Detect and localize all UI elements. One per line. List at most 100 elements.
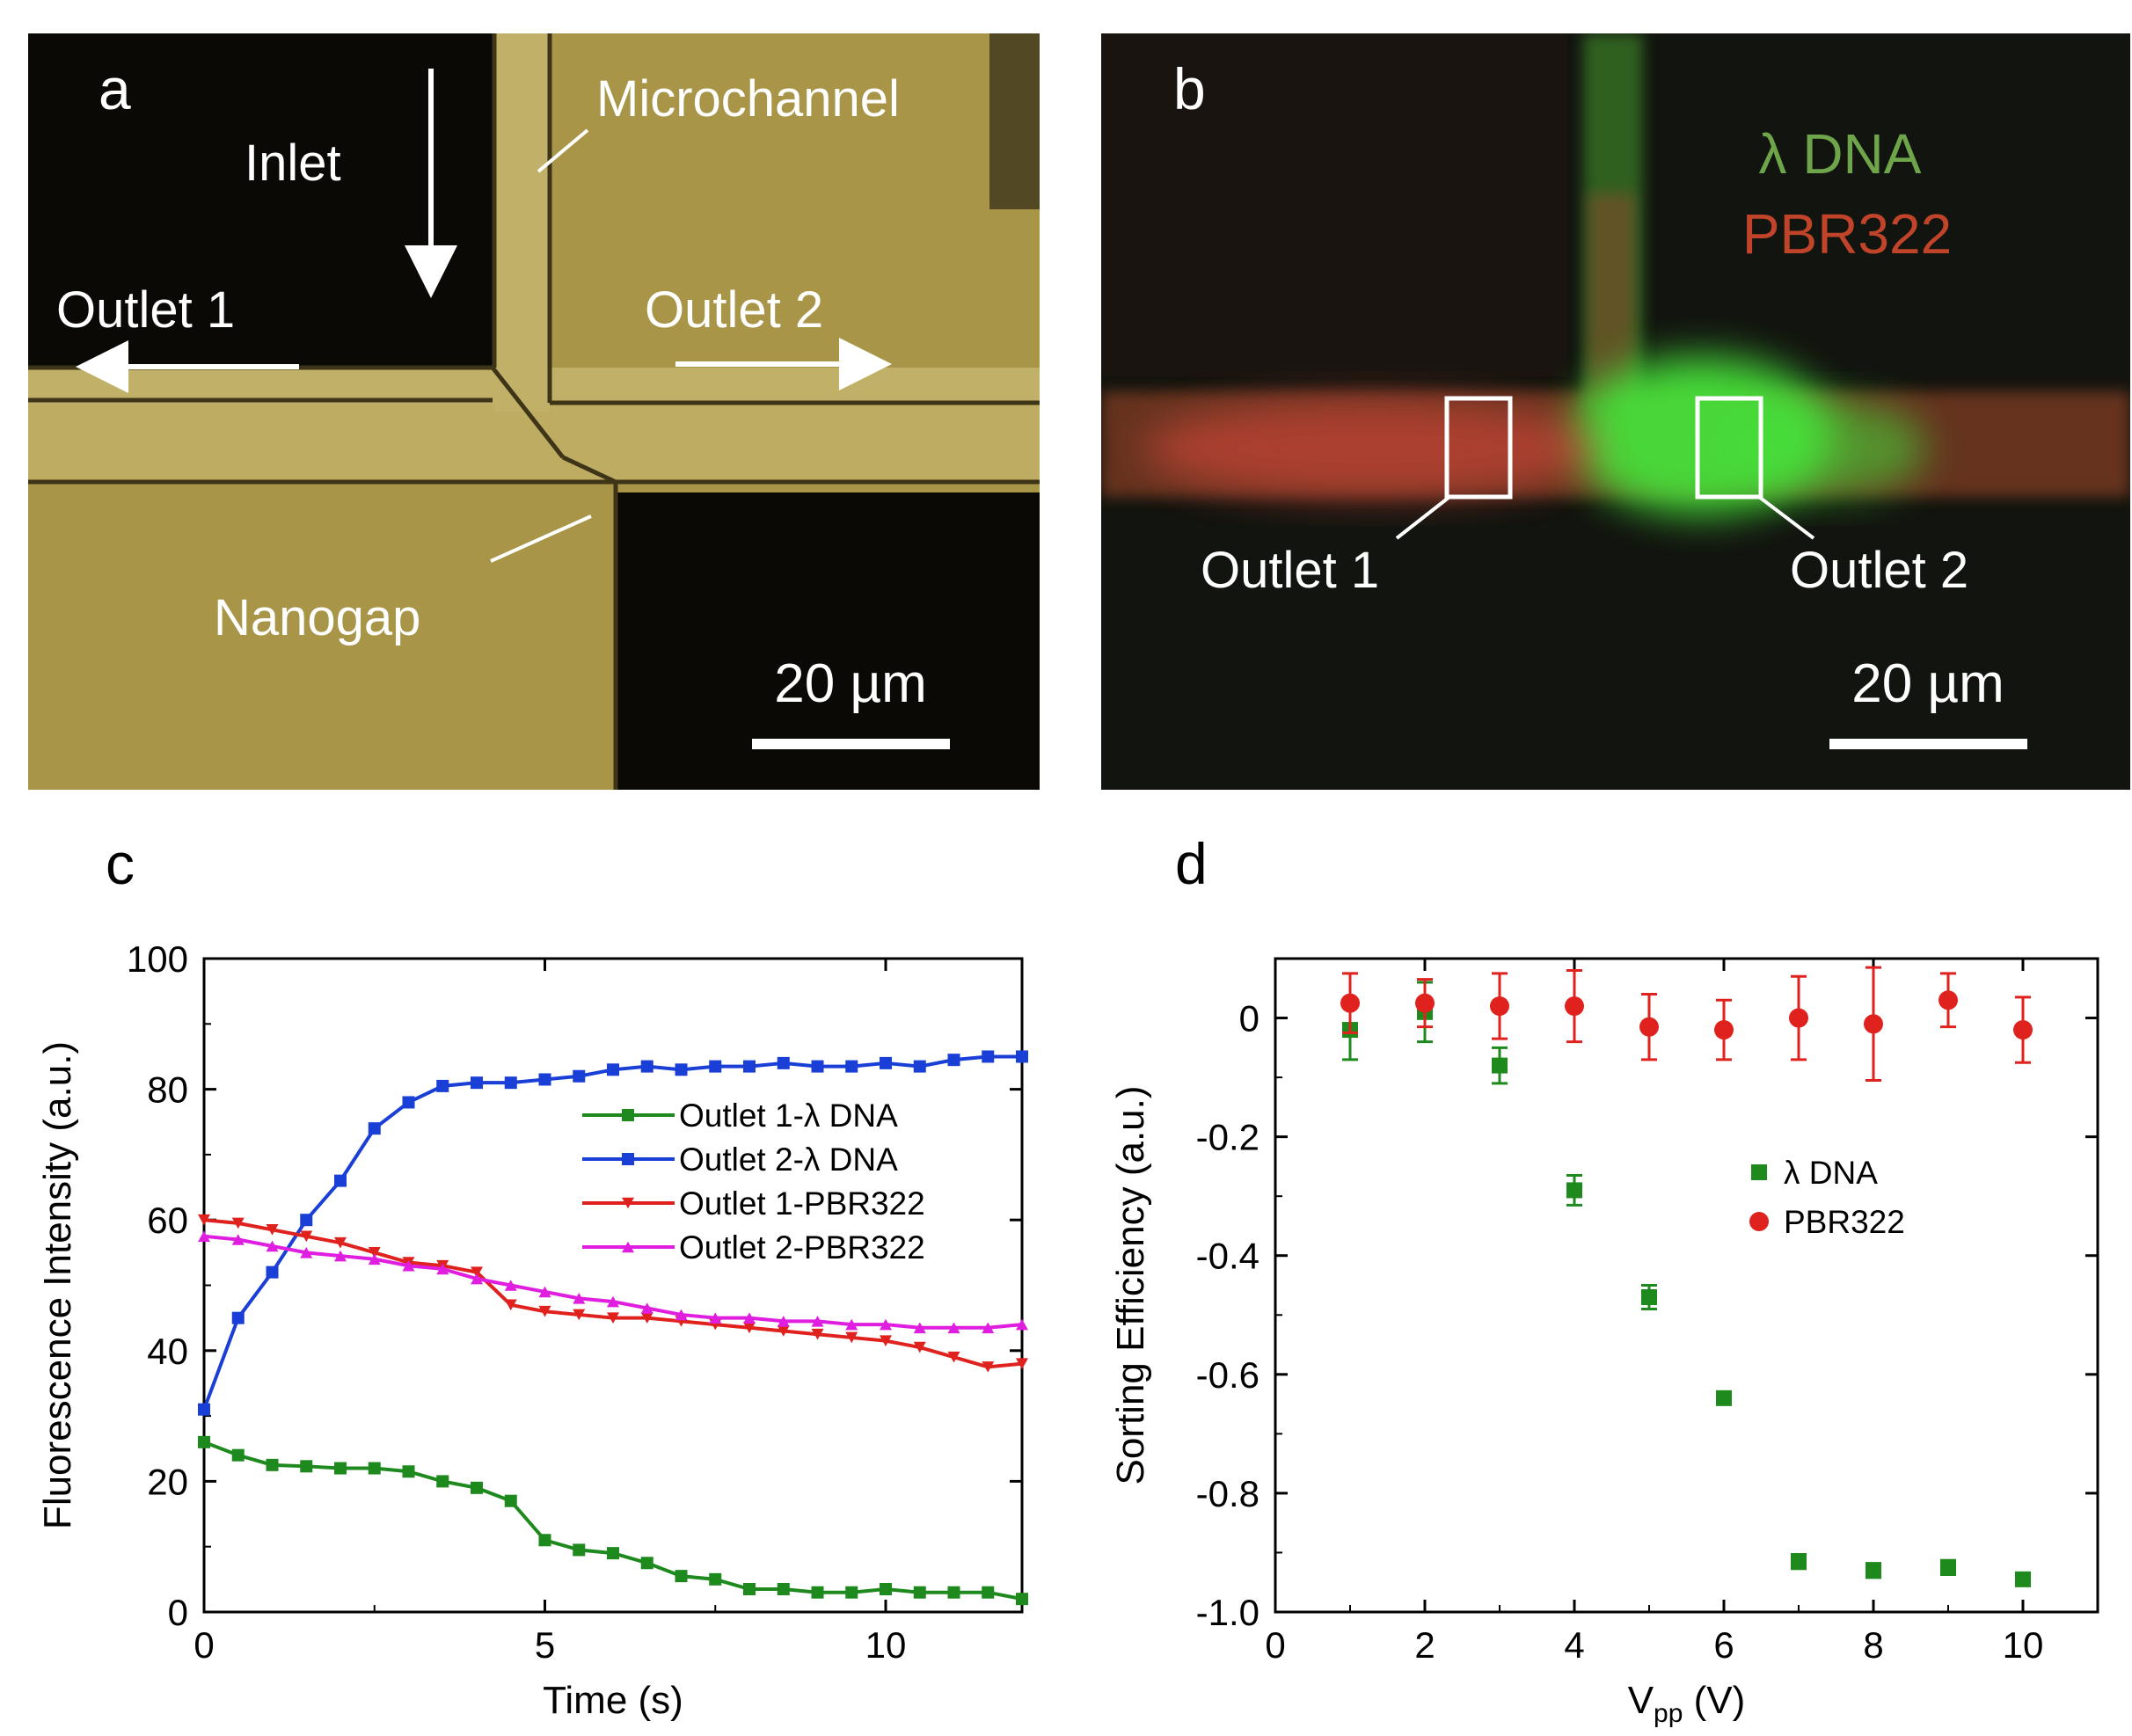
data-point-outlet-1-pbr322 xyxy=(471,1266,483,1278)
y-tick-label: -0.8 xyxy=(1196,1473,1259,1514)
data-point-lambda-dna xyxy=(1716,1390,1732,1406)
data-point-pbr322 xyxy=(1639,1017,1659,1037)
data-point-outlet-2-pbr322 xyxy=(845,1318,858,1331)
panel-b-scalebar xyxy=(1829,739,2027,749)
data-point-outlet-1-lambda-dna xyxy=(368,1462,381,1475)
data-point-outlet-2-pbr322 xyxy=(640,1302,653,1314)
x-tick-label: 4 xyxy=(1564,1624,1584,1666)
data-point-outlet-2-pbr322 xyxy=(573,1293,586,1304)
data-point-outlet-1-pbr322 xyxy=(845,1331,858,1344)
legend-label-outlet-1-lambda-dna: Outlet 1-λ DNA xyxy=(679,1098,898,1134)
outlet-1-pointer xyxy=(1395,495,1451,540)
data-point-outlet-1-lambda-dna xyxy=(436,1475,449,1488)
label-outlet-2: Outlet 2 xyxy=(1790,542,1968,599)
data-point-outlet-1-pbr322 xyxy=(607,1312,619,1324)
y-tick-label: -1.0 xyxy=(1196,1592,1259,1633)
data-point-outlet-1-lambda-dna xyxy=(266,1458,279,1471)
data-point-outlet-2-pbr322 xyxy=(675,1309,688,1321)
data-point-outlet-2-lambda-dna xyxy=(368,1122,381,1135)
data-point-outlet-2-lambda-dna xyxy=(402,1096,415,1109)
plot-frame xyxy=(1274,957,2099,1614)
label-nanogap: Nanogap xyxy=(214,589,420,646)
y-tick-label: 0 xyxy=(168,1592,188,1633)
data-point-outlet-2-lambda-dna xyxy=(845,1060,858,1073)
data-point-outlet-1-pbr322 xyxy=(538,1305,551,1317)
data-point-pbr322 xyxy=(1340,993,1360,1013)
data-point-outlet-1-pbr322 xyxy=(573,1309,586,1321)
y-tick-label: 100 xyxy=(127,938,188,980)
data-point-outlet-1-lambda-dna xyxy=(334,1462,347,1475)
data-point-outlet-2-lambda-dna xyxy=(607,1063,619,1076)
y-axis-label: Fluorescence Intensity (a.u.) xyxy=(36,1041,79,1529)
data-point-outlet-1-pbr322 xyxy=(300,1230,313,1243)
data-point-outlet-1-pbr322 xyxy=(947,1351,960,1363)
panel-a-dark-region xyxy=(28,33,494,368)
data-point-outlet-2-pbr322 xyxy=(743,1312,756,1324)
data-point-outlet-1-pbr322 xyxy=(266,1224,279,1236)
data-point-outlet-2-lambda-dna xyxy=(231,1311,245,1324)
x-tick-label: 10 xyxy=(865,1624,907,1666)
panel-b-fluorescence: b λ DNA PBR322 Outlet 1 Outlet 2 20 µm xyxy=(1101,33,2130,790)
label-outlet-1: Outlet 1 xyxy=(1201,542,1379,599)
data-point-pbr322 xyxy=(2013,1020,2033,1040)
data-point-outlet-2-pbr322 xyxy=(471,1273,483,1285)
data-point-lambda-dna xyxy=(1940,1559,1956,1576)
data-point-outlet-2-pbr322 xyxy=(198,1230,210,1243)
data-point-outlet-1-pbr322 xyxy=(334,1236,347,1249)
panel-a-nanogap-band xyxy=(28,405,1040,484)
panel-a-microchannel xyxy=(494,33,550,412)
data-point-outlet-2-pbr322 xyxy=(880,1318,892,1331)
data-point-lambda-dna xyxy=(1492,1057,1508,1074)
data-point-outlet-2-lambda-dna xyxy=(743,1060,756,1073)
data-point-outlet-1-lambda-dna xyxy=(573,1543,586,1557)
y-tick-label: 60 xyxy=(147,1200,188,1241)
panel-b-chamber-tint xyxy=(1101,33,1567,376)
data-point-pbr322 xyxy=(1864,1014,1883,1034)
data-point-outlet-2-lambda-dna xyxy=(640,1060,653,1073)
data-point-pbr322 xyxy=(1490,996,1509,1017)
legend-marker-lambda-dna xyxy=(1751,1164,1767,1180)
plot-area xyxy=(1340,966,2033,1587)
data-point-lambda-dna xyxy=(1791,1553,1807,1570)
panel-b-red-glow xyxy=(1143,400,1601,497)
data-point-outlet-1-lambda-dna xyxy=(845,1586,858,1599)
data-point-outlet-1-lambda-dna xyxy=(300,1460,313,1473)
legend-marker-pbr322 xyxy=(1749,1212,1769,1231)
data-point-outlet-1-pbr322 xyxy=(777,1325,790,1337)
data-point-outlet-2-lambda-dna xyxy=(504,1076,517,1090)
legend-pbr322: PBR322 xyxy=(1742,202,1952,266)
y-tick-label: 80 xyxy=(147,1069,188,1111)
data-point-outlet-1-lambda-dna xyxy=(880,1582,892,1595)
data-point-outlet-1-lambda-dna xyxy=(504,1494,517,1507)
data-point-outlet-2-pbr322 xyxy=(231,1234,245,1245)
data-point-outlet-2-pbr322 xyxy=(709,1312,722,1324)
data-point-outlet-2-pbr322 xyxy=(300,1247,313,1258)
data-point-outlet-1-lambda-dna xyxy=(607,1547,619,1560)
outlet-2-roi-box xyxy=(1695,396,1763,500)
data-point-outlet-2-pbr322 xyxy=(913,1322,926,1334)
data-point-outlet-1-lambda-dna xyxy=(1016,1593,1028,1606)
y-tick-label: -0.4 xyxy=(1196,1236,1259,1277)
data-point-outlet-2-lambda-dna xyxy=(436,1079,449,1092)
data-point-lambda-dna xyxy=(1566,1182,1582,1199)
panel-c-plot: 0 20 40 60 80 100 0 5 10 Time (s) Fluorescence Int… xyxy=(36,938,1028,1722)
data-point-outlet-2-lambda-dna xyxy=(198,1403,210,1416)
data-point-lambda-dna xyxy=(2015,1571,2031,1587)
y-tick-label: 20 xyxy=(147,1461,188,1502)
data-point-outlet-2-lambda-dna xyxy=(300,1214,313,1227)
data-point-outlet-1-pbr322 xyxy=(880,1335,892,1346)
data-point-outlet-1-pbr322 xyxy=(1016,1358,1028,1369)
data-point-outlet-1-pbr322 xyxy=(743,1322,756,1334)
data-point-outlet-1-lambda-dna xyxy=(402,1465,415,1478)
x-tick-label: 8 xyxy=(1863,1624,1883,1666)
data-point-outlet-2-pbr322 xyxy=(504,1280,517,1291)
data-point-lambda-dna xyxy=(1866,1562,1881,1579)
data-point-outlet-2-pbr322 xyxy=(811,1316,824,1327)
data-point-outlet-2-lambda-dna xyxy=(471,1076,483,1090)
x-axis-label: Vpp (V) xyxy=(1628,1679,1746,1728)
panel-b-channel-vertical-red xyxy=(1588,193,1634,405)
data-point-outlet-2-lambda-dna xyxy=(334,1174,347,1187)
